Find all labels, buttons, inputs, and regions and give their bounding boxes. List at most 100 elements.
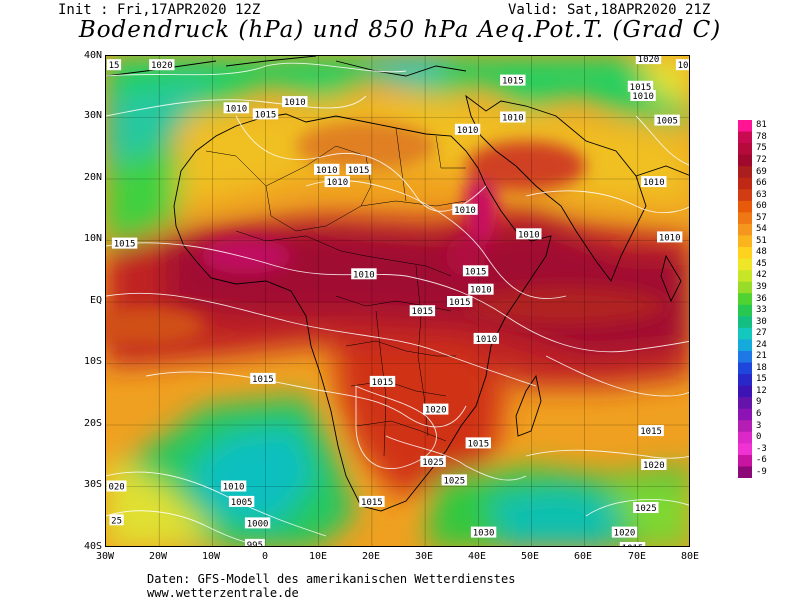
- isobar-label: 1015: [627, 80, 654, 93]
- colorbar-label: 24: [756, 339, 767, 350]
- colorbar-label: 0: [756, 432, 762, 443]
- lon-label-30e: 30E: [414, 551, 434, 562]
- isobar-label-text: 1010: [475, 335, 497, 345]
- isobar-label-text: 1010: [457, 126, 479, 136]
- lon-label-70e: 70E: [627, 551, 647, 562]
- isobar-label-text: 1010: [659, 233, 681, 243]
- colorbar-swatch: [738, 454, 752, 467]
- isobar-label: 1010: [516, 228, 542, 240]
- colorbar-label: 33: [756, 305, 767, 315]
- colorbar-swatch: [738, 247, 752, 260]
- isobar-label-text: 1020: [614, 529, 636, 539]
- isobar-label-text: 1010: [518, 230, 540, 240]
- isobar-label: 1015: [369, 375, 396, 388]
- isobar-label: 1020: [149, 59, 175, 71]
- isobar-label: 1010: [351, 268, 377, 280]
- isobar-label-text: 1015: [361, 498, 383, 508]
- valid-time: Valid: Sat,18APR2020 21Z: [508, 2, 711, 18]
- isobar-label-text: 15: [109, 61, 120, 71]
- colorbar-label: 57: [756, 212, 767, 223]
- colorbar-swatch: [738, 443, 752, 456]
- lon-label-50e: 50E: [520, 551, 540, 562]
- temperature-hotspots: [106, 121, 666, 346]
- isobar-label-text: 1020: [638, 56, 660, 65]
- isobar-label-text: 1015: [252, 375, 274, 385]
- isobar-label-text: 1020: [425, 406, 447, 416]
- colorbar-label: 3: [756, 420, 762, 431]
- colorbar-swatch: [738, 374, 752, 387]
- colorbar-swatch: [738, 200, 752, 213]
- isobar-label-text: 1010: [470, 286, 492, 296]
- isobar-label-text: 1010: [326, 178, 348, 188]
- isobar-label: 1030: [470, 526, 497, 539]
- colorbar-label: 36: [756, 293, 767, 304]
- isobar-label: 15: [106, 59, 122, 71]
- isobar-label: 1010: [314, 163, 340, 176]
- isobar-label: 1010: [220, 480, 247, 493]
- isobar-label: 1010: [324, 176, 350, 188]
- lon-label-0: 0: [261, 551, 269, 562]
- colorbar-label: 39: [756, 282, 767, 292]
- isobar-label: 1015: [500, 74, 526, 87]
- isobar-label-text: 1020: [643, 461, 665, 471]
- isobar-label-text: 1005: [231, 498, 253, 508]
- colorbar-label: 75: [756, 143, 767, 154]
- colorbar-label: 63: [756, 189, 767, 200]
- colorbar-swatch: [738, 466, 752, 478]
- colorbar-label: 21: [756, 351, 767, 362]
- isobar-label-text: 1020: [151, 61, 173, 71]
- colorbar-label: 72: [756, 154, 767, 165]
- colorbar-swatch: [738, 339, 752, 352]
- isobar-label: 1015: [447, 296, 473, 308]
- colorbar-swatch: [738, 177, 752, 190]
- isobar-label: 1020: [611, 526, 638, 539]
- isobar-label-text: 1015: [114, 240, 136, 250]
- map-canvas: 15 10201020101015101510101010101510101010…: [106, 56, 689, 546]
- isobar-label-text: 1015: [465, 267, 487, 277]
- colorbar-label: 66: [756, 178, 767, 188]
- lon-label-10w: 10W: [201, 551, 221, 562]
- colorbar-label: 51: [756, 235, 767, 246]
- colorbar-label: 78: [756, 131, 767, 142]
- colorbar-label: 30: [756, 316, 767, 327]
- colorbar-swatch: [738, 385, 752, 398]
- colorbar-label: 15: [756, 374, 767, 385]
- lat-label-20n: 20N: [83, 172, 102, 183]
- isobar-label-text: 1025: [635, 504, 657, 514]
- isobar-label-text: 1015: [467, 439, 489, 449]
- isobar-label: 1010: [454, 123, 481, 136]
- isobar-label-text: 1010: [502, 114, 524, 124]
- isobar-label: 1020: [641, 459, 667, 471]
- isobar-label-text: 1010: [316, 166, 338, 176]
- isobar-label-text: 1000: [247, 519, 269, 529]
- colorbar-swatch: [738, 431, 752, 444]
- isobar-label: 1015: [465, 437, 491, 449]
- lon-label-10e: 10E: [308, 551, 328, 562]
- isobar-label-text: 1010: [284, 98, 306, 108]
- colorbar-label: 12: [756, 385, 767, 396]
- lon-label-60e: 60E: [573, 551, 593, 562]
- colorbar-swatch: [738, 189, 752, 202]
- isobar-label: 1015: [252, 108, 279, 120]
- isobar-label: 1010: [223, 102, 249, 114]
- colorbar-label: 42: [756, 270, 767, 281]
- isobar-label-text: 1010: [454, 206, 476, 216]
- isobar-label-text: 10: [678, 61, 689, 71]
- graticule: [106, 56, 689, 546]
- isobar-label: 1010: [282, 96, 308, 108]
- data-source-note: Daten: GFS-Modell des amerikanischen Wet…: [147, 572, 516, 586]
- colorbar-label: 81: [756, 120, 767, 131]
- lon-label-30w: 30W: [95, 551, 115, 562]
- colorbar-swatch: [738, 235, 752, 248]
- isobar-label: 995: [245, 538, 265, 546]
- colorbar-swatch: [738, 166, 752, 179]
- isobar-label: 1010: [473, 332, 499, 345]
- colorbar-swatch: [738, 350, 752, 364]
- isobar-label-text: 020: [108, 483, 124, 493]
- isobar-label-text: 1015: [640, 427, 662, 437]
- colorbar-label: 60: [756, 201, 767, 212]
- isobar-label: 1000: [244, 517, 271, 529]
- colorbar-label: 18: [756, 362, 767, 373]
- isobar-label-text: 1015: [412, 307, 434, 317]
- isobar-label: 1015: [462, 265, 489, 277]
